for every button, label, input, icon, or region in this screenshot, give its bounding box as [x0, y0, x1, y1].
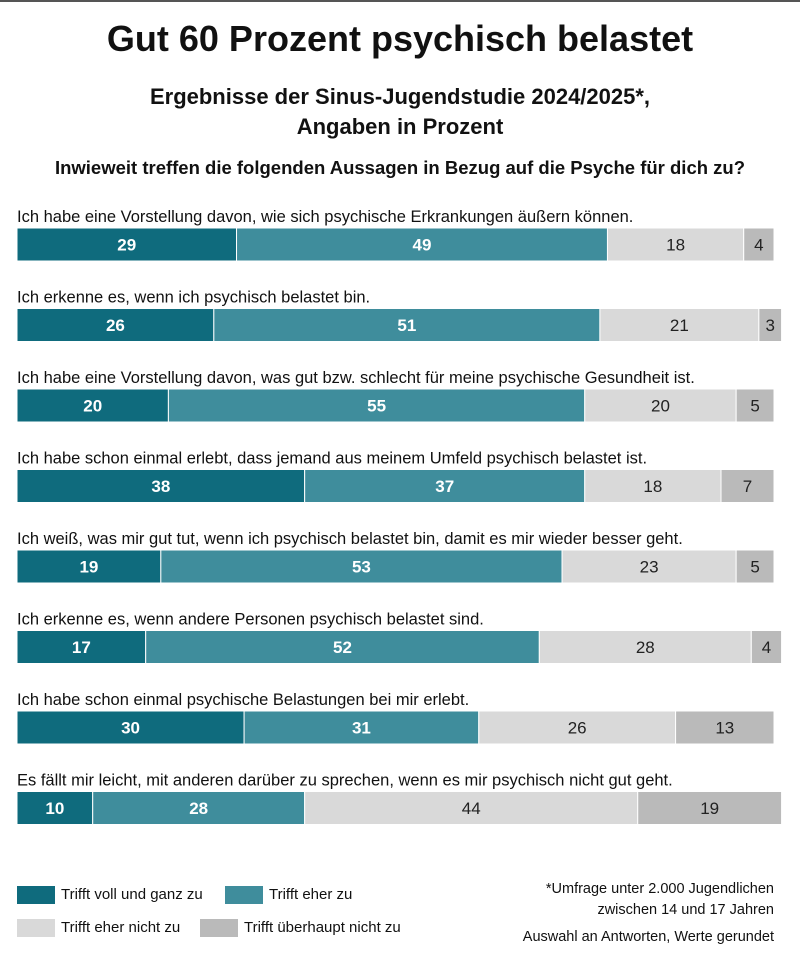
bar-segment: [16, 549, 162, 584]
bar-segment: [538, 630, 752, 664]
category-label: Ich habe eine Vorstellung davon, was gut…: [17, 369, 695, 387]
bar-segment: [758, 308, 783, 342]
bar-segment: [236, 227, 608, 262]
bar-value-label: 18: [643, 477, 662, 496]
category-label: Ich weiß, was mir gut tut, wenn ich psyc…: [17, 530, 683, 548]
bar-segment: [16, 308, 215, 342]
bar-value-label: 28: [636, 638, 655, 657]
bar-value-label: 10: [45, 799, 64, 818]
bar-value-label: 19: [79, 558, 98, 577]
bar-value-label: 20: [651, 397, 670, 416]
footnote-line-1: *Umfrage unter 2.000 Jugendlichen: [545, 881, 774, 897]
bar-segment: [735, 549, 775, 584]
bar-value-label: 26: [568, 719, 587, 738]
bar-segment: [16, 791, 94, 825]
bar-segment: [145, 630, 540, 664]
bar-value-label: 7: [743, 477, 752, 496]
legend-swatch-trifft-eher-nicht: [17, 919, 55, 937]
bar-value-label: 28: [189, 799, 208, 818]
bar-value-label: 13: [715, 719, 734, 738]
bar-segment: [561, 549, 737, 584]
bar-value-label: 21: [670, 316, 689, 335]
bar-value-label: 53: [352, 558, 371, 577]
bar-value-label: 23: [640, 558, 659, 577]
legend-label-trifft-eher-nicht: Trifft eher nicht zu: [61, 919, 181, 936]
category-label: Ich erkenne es, wenn andere Personen psy…: [17, 611, 484, 629]
bar-segment: [243, 710, 480, 745]
bar-segment: [743, 227, 775, 262]
bar-segment: [720, 469, 775, 503]
bar-value-label: 51: [397, 316, 416, 335]
bar-value-label: 3: [765, 316, 774, 335]
bar-segment: [167, 388, 586, 423]
bar-segment: [16, 388, 169, 423]
category-label: Ich habe schon einmal erlebt, dass jeman…: [17, 450, 647, 468]
footnote-line-2: zwischen 14 und 17 Jahren: [597, 902, 774, 918]
bar-value-label: 37: [435, 477, 454, 496]
bar-segment: [16, 227, 238, 262]
legend-label-trifft-eher: Trifft eher zu: [269, 886, 353, 903]
category-label: Ich habe schon einmal psychische Belastu…: [17, 691, 469, 709]
bar-segment: [735, 388, 775, 423]
bar-value-label: 31: [352, 719, 371, 738]
bar-segment: [16, 630, 147, 664]
survey-question: Inwieweit treffen die folgenden Aussagen…: [54, 157, 746, 178]
bar-value-label: 49: [413, 236, 432, 255]
bar-segment: [675, 710, 775, 745]
legend-label-trifft-voll: Trifft voll und ganz zu: [61, 886, 203, 903]
bar-segment: [92, 791, 306, 825]
bar-segment: [304, 469, 586, 503]
bar-segment: [637, 791, 783, 825]
bar-value-label: 18: [666, 236, 685, 255]
bar-value-label: 17: [72, 638, 91, 657]
bar-value-label: 4: [754, 236, 763, 255]
bar-value-label: 26: [106, 316, 125, 335]
legend-label-trifft-ueberhaupt-nicht: Trifft überhaupt nicht zu: [244, 919, 401, 936]
footnote: *Umfrage unter 2.000 Jugendlichen zwisch…: [546, 879, 774, 921]
category-label: Ich habe eine Vorstellung davon, wie sic…: [17, 208, 633, 226]
bar-segment: [750, 630, 783, 664]
bar-value-label: 20: [83, 397, 102, 416]
chart-title: Gut 60 Prozent psychisch belastet: [106, 18, 694, 59]
legend-swatch-trifft-voll: [17, 886, 55, 904]
bar-segment: [584, 469, 722, 503]
bar-value-label: 5: [750, 558, 759, 577]
legend-swatch-trifft-eher: [225, 886, 263, 904]
category-label: Es fällt mir leicht, mit anderen darüber…: [17, 772, 673, 790]
bar-value-label: 55: [367, 397, 386, 416]
bar-segment: [304, 791, 639, 825]
bar-segment: [599, 308, 760, 342]
bar-value-label: 19: [700, 799, 719, 818]
bar-segment: [213, 308, 601, 342]
footnote-rounding: Auswahl an Antworten, Werte gerundet: [522, 929, 774, 945]
bar-value-label: 44: [462, 799, 481, 818]
bar-segment: [478, 710, 677, 745]
legend-swatch-trifft-ueberhaupt-nicht: [200, 919, 238, 937]
bar-segment: [160, 549, 563, 584]
bar-value-label: 38: [151, 477, 170, 496]
bar-segment: [16, 469, 306, 503]
bar-value-label: 29: [117, 236, 136, 255]
bar-value-label: 4: [762, 638, 771, 657]
chart-subtitle: Ergebnisse der Sinus-Jugendstudie 2024/2…: [149, 84, 651, 139]
top-rule: [0, 0, 800, 2]
bar-value-label: 52: [333, 638, 352, 657]
bar-value-label: 5: [750, 397, 759, 416]
bar-segment: [584, 388, 737, 423]
bar-value-label: 30: [121, 719, 140, 738]
category-label: Ich erkenne es, wenn ich psychisch belas…: [17, 289, 370, 307]
bar-segment: [16, 710, 245, 745]
